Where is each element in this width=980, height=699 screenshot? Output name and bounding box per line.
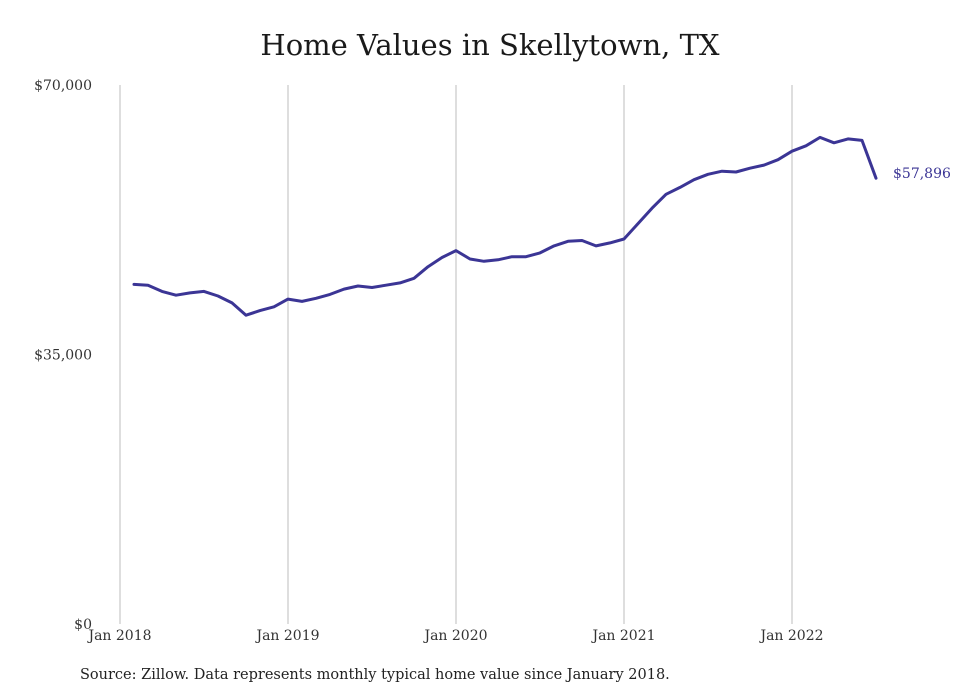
y-tick-label: $70,000 bbox=[34, 78, 92, 94]
y-tick-label: $35,000 bbox=[34, 348, 92, 364]
x-axis: Jan 2018 Jan 2019 Jan 2020 Jan 2021 Jan 2022 bbox=[86, 628, 823, 644]
x-tick-label: Jan 2021 bbox=[590, 628, 655, 644]
series-layer: $57,896 bbox=[132, 135, 951, 317]
x-tick-label: Jan 2018 bbox=[86, 628, 151, 644]
end-value-label: $57,896 bbox=[893, 166, 951, 182]
x-tick-label: Jan 2019 bbox=[254, 628, 319, 644]
x-tick-label: Jan 2022 bbox=[758, 628, 823, 644]
x-tick-label: Jan 2020 bbox=[422, 628, 487, 644]
series-line bbox=[132, 135, 878, 317]
chart-title: Home Values in Skellytown, TX bbox=[260, 28, 720, 62]
grid-layer bbox=[119, 85, 793, 624]
y-axis: $0 $35,000 $70,000 bbox=[34, 78, 92, 633]
y-tick-label: $0 bbox=[74, 617, 92, 633]
source-note: Source: Zillow. Data represents monthly … bbox=[80, 667, 670, 683]
